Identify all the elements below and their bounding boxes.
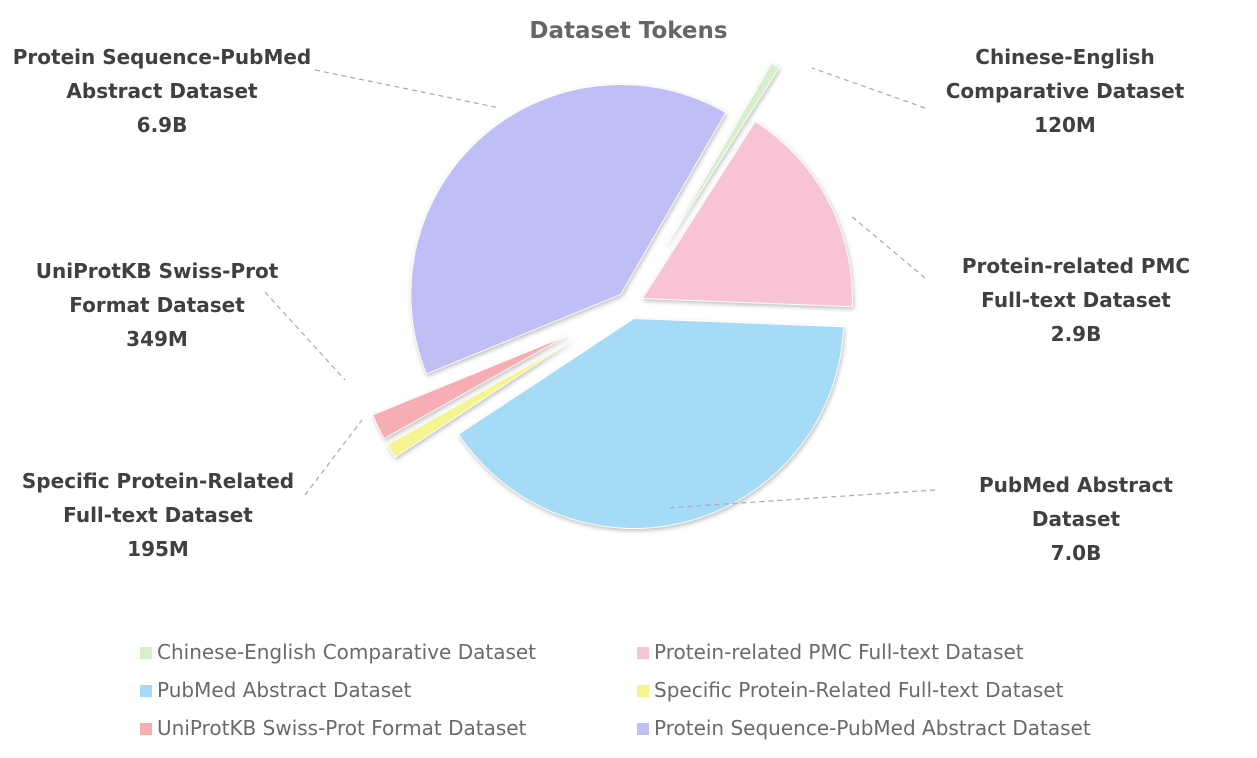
pie-slice — [386, 341, 571, 458]
slice-label: UniProtKB Swiss-Prot Format Dataset — [35, 259, 279, 317]
pie-slice — [457, 317, 845, 529]
slice-value: 6.9B — [136, 113, 188, 137]
slice-value: 195M — [127, 537, 189, 561]
legend-marker — [637, 685, 649, 697]
legend-label: Protein-related PMC Full-text Dataset — [654, 640, 1024, 664]
slice-value: 120M — [1034, 113, 1096, 137]
legend-label: Protein Sequence-PubMed Abstract Dataset — [654, 716, 1091, 740]
slice-value: 7.0B — [1050, 541, 1102, 565]
legend-label: UniProtKB Swiss-Prot Format Dataset — [157, 716, 527, 740]
slice-label: PubMed Abstract Dataset — [979, 473, 1173, 531]
legend-marker — [140, 723, 152, 735]
leader-line — [811, 67, 926, 109]
legend-marker — [140, 647, 152, 659]
pie-slice — [641, 120, 853, 308]
legend-label: Chinese-English Comparative Dataset — [157, 640, 537, 664]
leader-line — [849, 214, 926, 279]
legend-label: PubMed Abstract Dataset — [157, 678, 412, 702]
pie-slice — [371, 335, 568, 440]
legend-label: Specific Protein-Related Full-text Datas… — [654, 678, 1064, 702]
leader-line — [264, 291, 346, 381]
pie-slice — [410, 83, 727, 375]
chart-title: Dataset Tokens — [529, 18, 728, 44]
slice-value: 2.9B — [1050, 322, 1102, 346]
legend-marker — [140, 685, 152, 697]
leader-line — [304, 419, 363, 496]
legend-marker — [637, 723, 649, 735]
slice-label: Chinese-English Comparative Dataset — [945, 45, 1185, 103]
slice-value: 349M — [126, 327, 188, 351]
slice-label: Specific Protein-Related Full-text Datas… — [21, 469, 295, 527]
pie-slice — [665, 62, 780, 246]
slice-label: Protein-related PMC Full-text Dataset — [961, 254, 1191, 312]
leader-line — [664, 489, 936, 509]
slice-label: Protein Sequence-PubMed Abstract Dataset — [12, 45, 312, 103]
leader-line — [314, 69, 501, 109]
legend-marker — [637, 647, 649, 659]
